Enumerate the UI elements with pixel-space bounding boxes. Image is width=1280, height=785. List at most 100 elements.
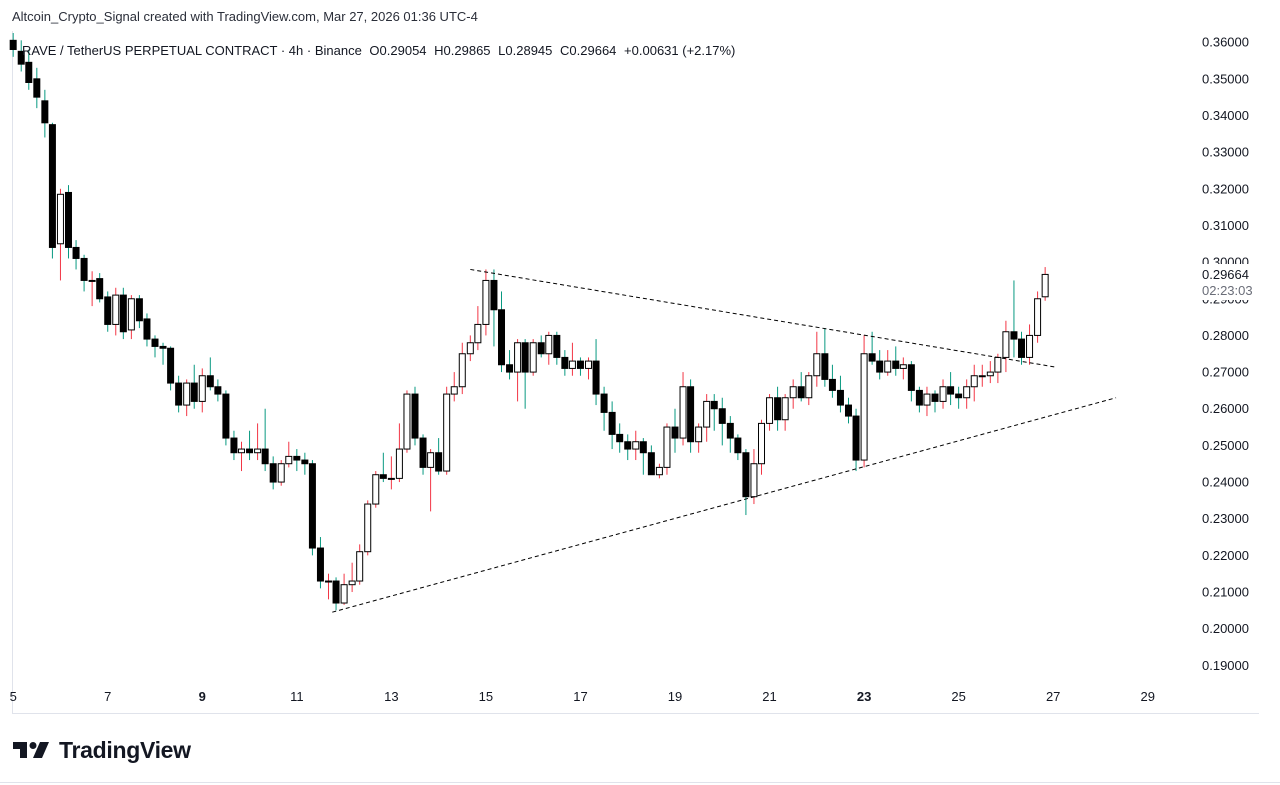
candle-body-down <box>143 318 151 340</box>
candle <box>372 471 380 508</box>
candle <box>238 441 246 472</box>
candle-body-down <box>836 389 844 406</box>
candle-body-down <box>671 426 679 439</box>
candle <box>671 408 679 453</box>
candle-body-up <box>395 448 403 479</box>
candle-body-up <box>285 455 293 465</box>
candle-body-up <box>127 298 135 331</box>
candle-body-down <box>592 360 600 395</box>
candle-body-up <box>679 386 687 439</box>
candle <box>1034 291 1042 343</box>
candle <box>703 394 711 442</box>
upper-trendline[interactable] <box>470 268 1058 368</box>
candle-body-down <box>104 296 112 325</box>
candle-body-down <box>175 382 183 406</box>
candle <box>844 397 852 424</box>
candle-body-up <box>88 279 96 282</box>
candle-body-down <box>742 452 750 498</box>
candle <box>537 335 545 358</box>
candle <box>411 386 419 446</box>
price-tick-label: 0.28000 <box>1202 328 1249 343</box>
candle <box>805 372 813 406</box>
candle <box>269 456 277 490</box>
candle-body-up <box>986 371 994 377</box>
candle-body-down <box>308 463 316 549</box>
candle-body-up <box>655 466 663 476</box>
candle <box>301 452 309 475</box>
candle <box>80 254 88 292</box>
candle-body-down <box>907 364 915 391</box>
candle-body-up <box>884 360 892 373</box>
candle-body-up <box>482 279 490 325</box>
candle <box>797 372 805 402</box>
candle-body-down <box>616 433 624 443</box>
candle-body-down <box>797 386 805 399</box>
candle <box>435 438 443 475</box>
candle <box>632 430 640 461</box>
candle-body-up <box>183 382 191 406</box>
candle <box>907 361 915 402</box>
candle <box>726 416 734 453</box>
candle-body-up <box>1026 334 1034 358</box>
candle <box>316 537 324 589</box>
candle <box>261 408 269 472</box>
candle <box>655 463 663 479</box>
candle-body-down <box>1018 338 1026 358</box>
candle-body-down <box>167 347 175 384</box>
candle <box>1002 320 1010 373</box>
candle <box>254 423 262 461</box>
candle <box>293 449 301 472</box>
candle-body-down <box>316 547 324 582</box>
candle <box>246 430 254 461</box>
candle <box>198 368 206 413</box>
candle <box>892 346 900 376</box>
tradingview-brand[interactable]: TradingView <box>13 736 191 764</box>
candle <box>718 397 726 446</box>
candle <box>482 269 490 336</box>
candle <box>687 379 695 453</box>
candle <box>813 331 821 387</box>
candle <box>868 331 876 365</box>
candle <box>821 328 829 387</box>
candle <box>521 339 529 409</box>
candle <box>884 350 892 376</box>
candle <box>947 372 955 406</box>
last-price-value: 0.29664 <box>1202 267 1249 282</box>
candle <box>143 313 151 347</box>
candle-body-down <box>774 397 782 421</box>
candle-body-up <box>813 353 821 377</box>
candle-body-down <box>80 257 88 281</box>
candle-body-down <box>553 334 561 358</box>
candle <box>994 353 1002 384</box>
candle <box>88 271 96 307</box>
candle <box>679 372 687 446</box>
candle-body-up <box>238 448 246 454</box>
candle <box>1018 331 1026 365</box>
candle <box>364 500 372 556</box>
candle <box>419 434 427 475</box>
candle-body-up <box>387 477 395 480</box>
lower-trendline[interactable] <box>332 397 1117 613</box>
candle-body-down <box>435 452 443 472</box>
candle-body-up <box>994 356 1002 373</box>
candle <box>545 331 553 365</box>
candle-body-down <box>852 415 860 461</box>
time-tick-label: 29 <box>1140 689 1154 704</box>
symbol-legend: RAVE / TetherUS PERPETUAL CONTRACT · 4h … <box>22 43 739 58</box>
candle-body-down <box>119 294 127 333</box>
chart-frame <box>12 31 1259 714</box>
price-tick-label: 0.32000 <box>1202 181 1249 196</box>
candle <box>340 573 348 605</box>
candle <box>285 441 293 468</box>
candle-body-down <box>230 437 238 454</box>
candle-body-down <box>498 309 506 366</box>
candle-body-down <box>931 393 939 402</box>
candle-body-down <box>261 448 269 465</box>
candle-body-down <box>821 353 829 380</box>
time-tick-label: 11 <box>290 689 304 704</box>
candle-body-up <box>529 342 537 373</box>
legend-symbol[interactable]: RAVE / TetherUS PERPETUAL CONTRACT · 4h … <box>22 43 362 58</box>
candle-body-down <box>246 448 254 454</box>
candle-body-down <box>710 400 718 410</box>
